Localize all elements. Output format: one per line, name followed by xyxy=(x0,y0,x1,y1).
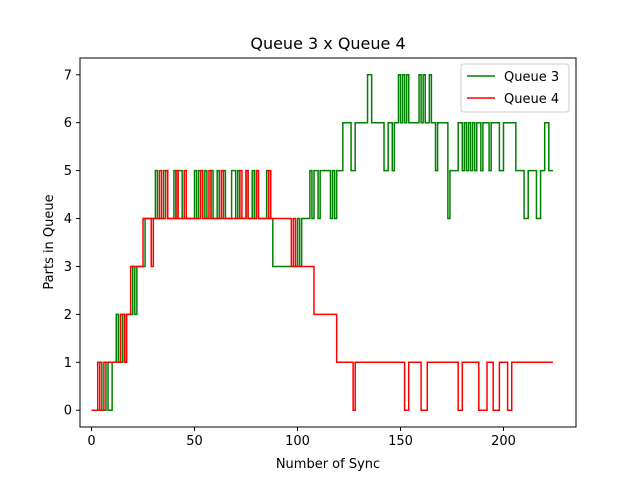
y-tick-label: 4 xyxy=(64,212,72,227)
chart-title: Queue 3 x Queue 4 xyxy=(250,34,405,53)
x-tick-label: 50 xyxy=(186,434,203,449)
x-axis-label: Number of Sync xyxy=(276,457,380,472)
series-line-2 xyxy=(91,169,553,411)
plot-frame xyxy=(79,57,577,428)
y-tick-label: 7 xyxy=(64,68,72,83)
x-tick-label: 200 xyxy=(491,434,516,449)
legend-label-2: Queue 4 xyxy=(504,92,559,107)
y-tick-label: 6 xyxy=(64,116,72,131)
ticks-layer: 0 50 100 150 200 0 1 2 3 4 5 6 7 xyxy=(64,68,516,449)
x-tick-label: 100 xyxy=(285,434,310,449)
y-tick-label: 0 xyxy=(64,404,72,419)
plot-area xyxy=(80,58,576,427)
x-tick-label: 150 xyxy=(388,434,413,449)
legend-label-1: Queue 3 xyxy=(504,70,559,85)
y-tick-label: 2 xyxy=(64,308,72,323)
x-tick-label: 0 xyxy=(87,434,95,449)
y-tick-label: 1 xyxy=(64,356,72,371)
y-tick-label: 5 xyxy=(64,164,72,179)
series-layer xyxy=(91,74,553,411)
legend: Queue 3 Queue 4 xyxy=(460,63,570,113)
y-tick-label: 3 xyxy=(64,260,72,275)
y-axis-label: Parts in Queue xyxy=(42,194,57,289)
